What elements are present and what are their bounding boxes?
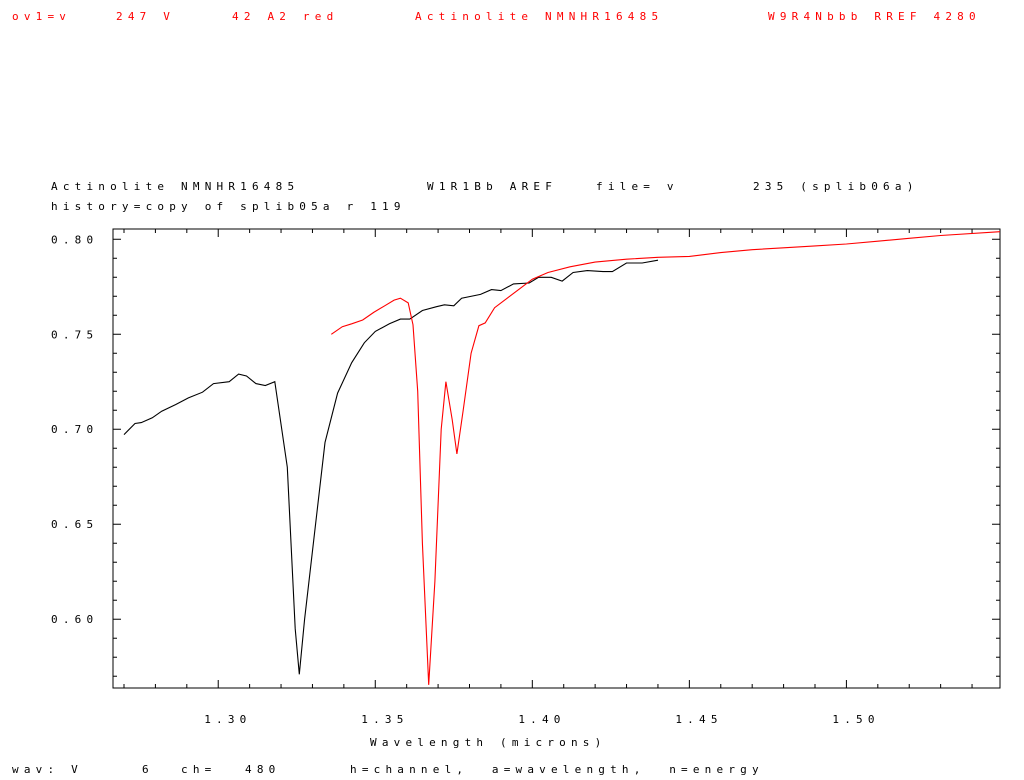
- plot-series: [123, 231, 1001, 685]
- status-channel-count: 480: [245, 763, 281, 776]
- chart-title-file: file= v: [596, 180, 679, 193]
- status-axis-options: h=channel, a=wavelength, n=energy: [350, 763, 764, 776]
- status-channel-label: ch=: [181, 763, 217, 776]
- chart-title-library: 235 (splib06a): [753, 180, 919, 193]
- chart-title-code: W1R1Bb AREF: [427, 180, 558, 193]
- header-segment-channel: ov1=v: [12, 10, 72, 23]
- header-segment-record: 247 V: [116, 10, 176, 23]
- chart-title: Actinolite NMNHR16485: [51, 180, 300, 193]
- y-tick-label: 0.70: [51, 423, 98, 436]
- header-segment-sample: Actinolite NMNHR16485: [415, 10, 664, 23]
- x-tick-label: 1.35: [361, 713, 408, 726]
- y-tick-label: 0.80: [51, 233, 98, 246]
- header-segment-reference: W9R4Nbbb RREF 4280: [768, 10, 981, 23]
- axis-tick-labels: 1.30 1.35 1.40 1.45 1.50 0.80 0.75 0.70 0.65 0.60: [51, 233, 879, 726]
- x-tick-label: 1.45: [675, 713, 722, 726]
- series-line-overlay: [330, 231, 1001, 685]
- x-tick-label: 1.40: [518, 713, 565, 726]
- status-wavelength-set: wav: V: [12, 763, 83, 776]
- series-line-reference: [123, 259, 659, 675]
- y-tick-label: 0.75: [51, 328, 98, 341]
- chart-history: history=copy of splib05a r 119: [51, 200, 406, 213]
- header-segment-overlay: 42 A2 red: [232, 10, 339, 23]
- y-tick-label: 0.60: [51, 613, 98, 626]
- plot-frame: [112, 228, 1001, 689]
- y-tick-label: 0.65: [51, 518, 98, 531]
- x-axis-label: Wavelength (microns): [370, 736, 606, 749]
- x-tick-label: 1.50: [832, 713, 879, 726]
- axis-ticks: [113, 229, 1000, 688]
- status-wavelength-record: 6: [142, 763, 154, 776]
- x-tick-label: 1.30: [204, 713, 251, 726]
